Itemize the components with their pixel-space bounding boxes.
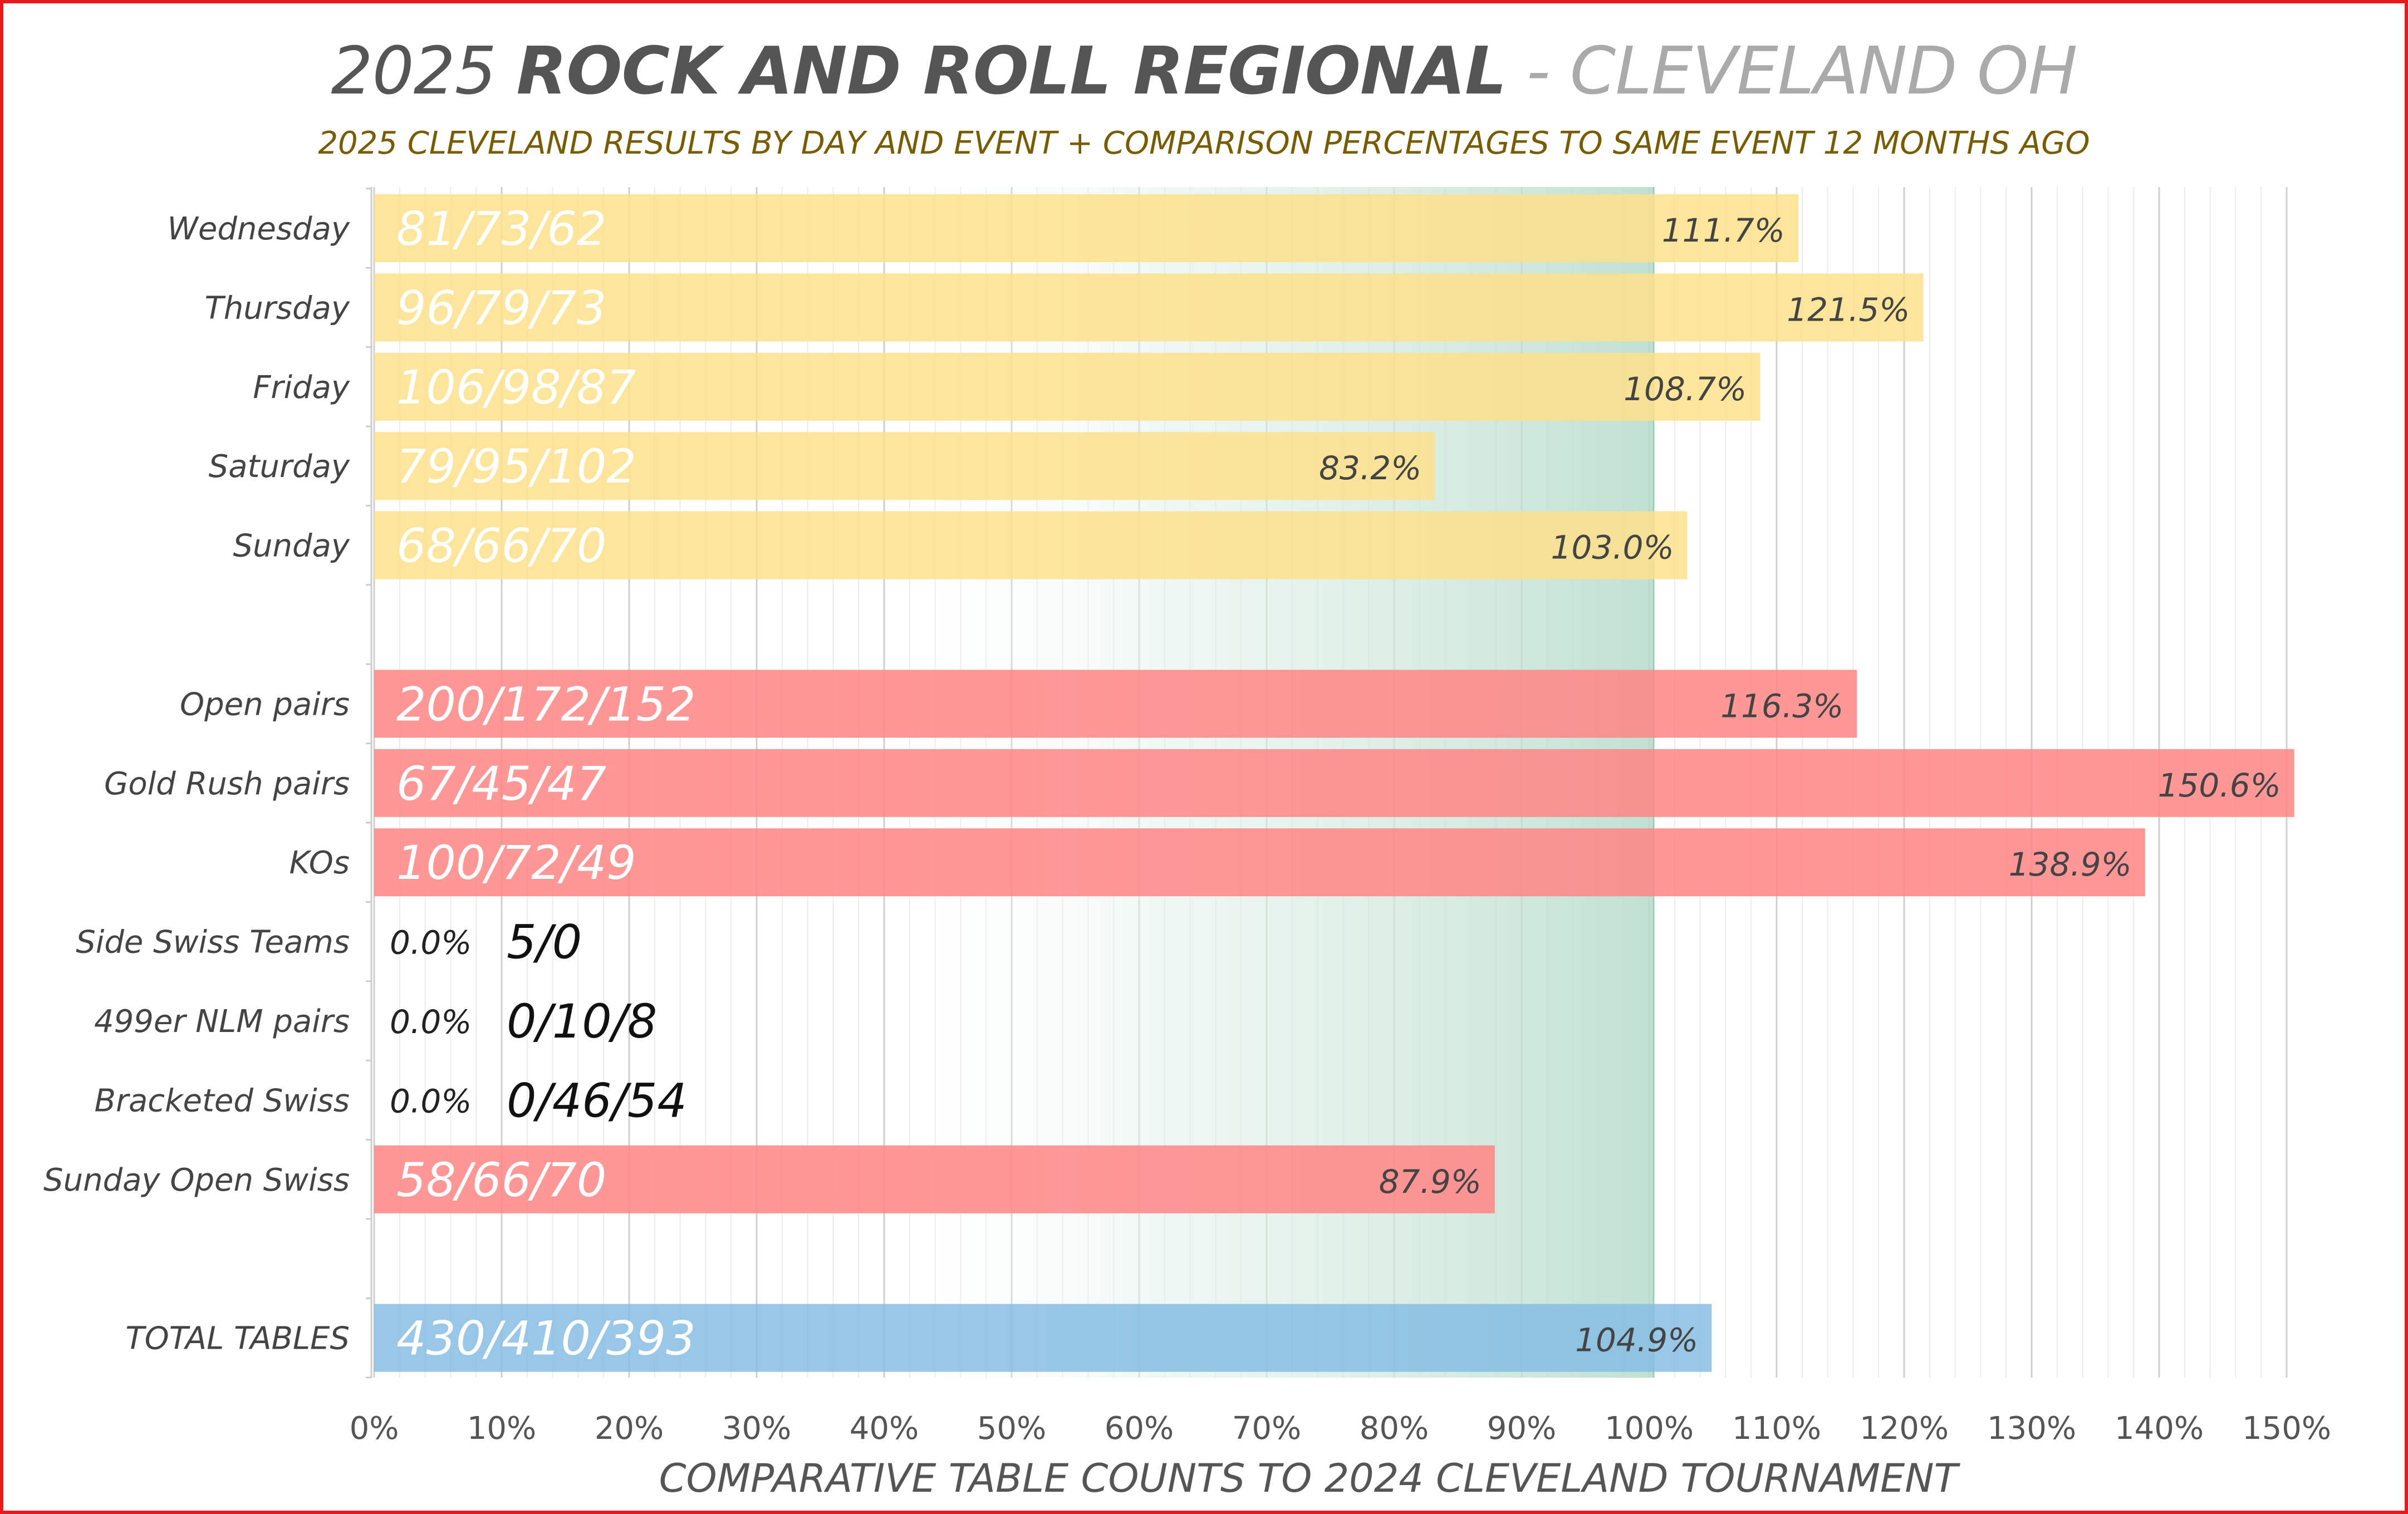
bar-counts-label: 0/46/54 bbox=[507, 1073, 687, 1128]
category-label: Bracketed Swiss bbox=[95, 1083, 350, 1119]
bar-value-label: 0.0% bbox=[390, 924, 472, 962]
category-label: Open pairs bbox=[180, 686, 350, 722]
bar-value-label: 116.3% bbox=[1720, 687, 1843, 725]
x-tick-label: 120% bbox=[1860, 1410, 1949, 1447]
bar-value-label: 0.0% bbox=[390, 1003, 472, 1041]
bar-counts-label: 106/98/87 bbox=[396, 360, 636, 415]
bar-counts-label: 67/45/47 bbox=[396, 756, 606, 811]
bar-value-label: 103.0% bbox=[1551, 529, 1674, 567]
category-label: Gold Rush pairs bbox=[104, 766, 350, 802]
bar-value-label: 111.7% bbox=[1662, 212, 1785, 249]
title-main: ROCK AND ROLL REGIONAL bbox=[516, 32, 1507, 109]
bar-counts-label: 79/95/102 bbox=[396, 439, 636, 494]
bars bbox=[374, 194, 2294, 1372]
bar bbox=[374, 670, 1857, 738]
bar bbox=[374, 1145, 1495, 1213]
bar-counts-label: 100/72/49 bbox=[396, 835, 636, 890]
category-label: Sunday bbox=[233, 528, 350, 564]
x-tick-label: 30% bbox=[722, 1410, 791, 1447]
bar-value-label: 138.9% bbox=[2009, 846, 2132, 883]
x-tick-label: 10% bbox=[467, 1410, 536, 1447]
bar bbox=[374, 432, 1435, 500]
bar-value-label: 108.7% bbox=[1624, 370, 1747, 408]
x-tick-label: 110% bbox=[1732, 1410, 1821, 1447]
category-label: Friday bbox=[253, 370, 350, 406]
chart-subtitle: 2025 CLEVELAND RESULTS BY DAY AND EVENT … bbox=[318, 125, 2090, 161]
category-label: Side Swiss Teams bbox=[76, 925, 350, 961]
bar-counts-label: 81/73/62 bbox=[396, 201, 606, 256]
category-label: Saturday bbox=[209, 449, 350, 485]
bar bbox=[374, 1304, 1712, 1372]
x-tick-label: 150% bbox=[2242, 1410, 2331, 1447]
bar bbox=[374, 352, 1760, 421]
bar-value-label: 121.5% bbox=[1787, 291, 1910, 328]
x-tick-label: 60% bbox=[1105, 1410, 1174, 1447]
title-year: 2025 bbox=[331, 32, 497, 109]
bar-value-label: 0.0% bbox=[390, 1082, 472, 1120]
x-tick-label: 100% bbox=[1605, 1410, 1694, 1447]
bar-counts-label: 68/66/70 bbox=[396, 519, 606, 573]
bar-value-label: 87.9% bbox=[1379, 1163, 1482, 1201]
x-tick-label: 70% bbox=[1232, 1410, 1301, 1447]
bar bbox=[374, 511, 1688, 579]
bar-value-label: 150.6% bbox=[2158, 766, 2281, 804]
category-label: Thursday bbox=[205, 290, 350, 326]
labels: Wednesday 81/73/62 111.7% Thursday 96/79/73 1… bbox=[43, 201, 2331, 1501]
bar-counts-label: 0/10/8 bbox=[507, 994, 657, 1049]
x-tick-label: 140% bbox=[2115, 1410, 2204, 1447]
bar bbox=[374, 273, 1924, 342]
title-location: - CLEVELAND OH bbox=[1506, 32, 2078, 109]
x-tick-label: 40% bbox=[850, 1410, 919, 1447]
category-label: Sunday Open Swiss bbox=[43, 1162, 350, 1198]
x-tick-label: 0% bbox=[350, 1410, 399, 1447]
chart-title: 2025 ROCK AND ROLL REGIONAL - CLEVELAND … bbox=[0, 32, 2408, 109]
category-label: 499er NLM pairs bbox=[94, 1004, 350, 1040]
bar-counts-label: 430/410/393 bbox=[396, 1311, 696, 1366]
category-label: Wednesday bbox=[168, 211, 350, 247]
bar-counts-label: 200/172/152 bbox=[396, 677, 696, 731]
x-tick-label: 50% bbox=[977, 1410, 1046, 1447]
x-tick-label: 80% bbox=[1360, 1410, 1429, 1447]
bar bbox=[374, 828, 2145, 897]
category-label: TOTAL TABLES bbox=[125, 1321, 350, 1357]
bar-value-label: 83.2% bbox=[1319, 449, 1421, 487]
x-axis-title: COMPARATIVE TABLE COUNTS TO 2024 CLEVELA… bbox=[659, 1456, 1961, 1501]
bar bbox=[374, 194, 1798, 262]
bar-counts-label: 5/0 bbox=[507, 915, 582, 970]
x-tick-label: 90% bbox=[1487, 1410, 1556, 1447]
bar bbox=[374, 749, 2294, 817]
x-tick-label: 130% bbox=[1987, 1410, 2076, 1447]
bar-counts-label: 96/79/73 bbox=[396, 281, 606, 335]
bar-value-label: 104.9% bbox=[1575, 1321, 1698, 1359]
x-tick-label: 20% bbox=[595, 1410, 664, 1447]
category-label: KOs bbox=[290, 845, 350, 881]
bar-counts-label: 58/66/70 bbox=[396, 1153, 606, 1207]
